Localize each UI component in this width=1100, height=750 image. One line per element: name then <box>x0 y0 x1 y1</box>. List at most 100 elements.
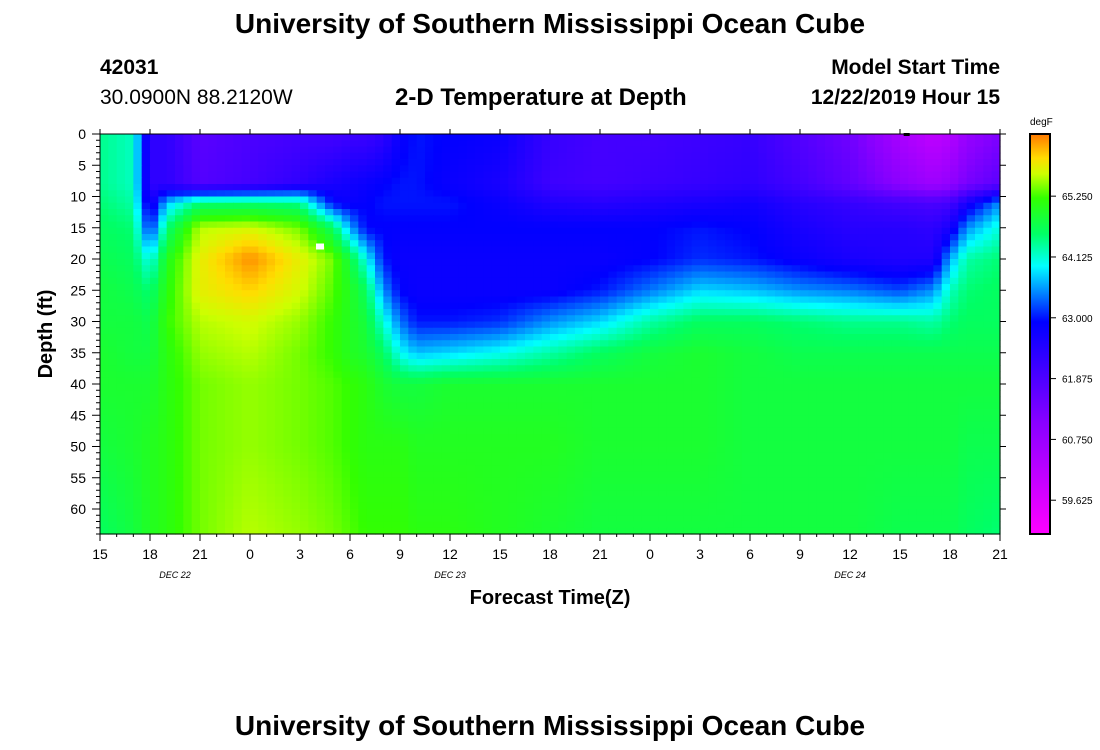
heatmap-cell <box>416 371 426 379</box>
heatmap-cell <box>675 365 684 373</box>
heatmap-cell <box>675 390 684 398</box>
heatmap-cell <box>708 396 718 404</box>
heatmap-cell <box>833 321 843 329</box>
heatmap-cell <box>783 152 793 160</box>
heatmap-cell <box>416 134 426 141</box>
heatmap-cell <box>950 346 959 354</box>
heatmap-cell <box>800 190 809 198</box>
heatmap-cell <box>758 396 768 404</box>
heatmap-cell <box>933 321 943 329</box>
heatmap-cell <box>833 271 843 279</box>
heatmap-cell <box>200 290 209 298</box>
heatmap-cell <box>291 240 301 248</box>
heatmap-cell <box>191 159 201 166</box>
heatmap-cell <box>958 384 968 391</box>
heatmap-cell <box>625 334 634 341</box>
heatmap-cell <box>333 327 343 335</box>
heatmap-cell <box>450 365 459 373</box>
heatmap-cell <box>308 259 318 266</box>
heatmap-cell <box>541 259 551 266</box>
heatmap-cell <box>866 284 876 291</box>
heatmap-cell <box>641 140 651 148</box>
heatmap-cell <box>866 390 876 398</box>
heatmap-cell <box>750 140 759 148</box>
heatmap-cell <box>600 340 609 348</box>
heatmap-cell <box>558 234 568 241</box>
heatmap-cell <box>308 146 318 154</box>
heatmap-cell <box>825 402 834 410</box>
heatmap-cell <box>550 159 559 166</box>
heatmap-cell <box>941 352 951 360</box>
heatmap-cell <box>750 209 759 216</box>
heatmap-cell <box>400 196 409 204</box>
heatmap-cell <box>475 221 484 229</box>
heatmap-cell <box>483 321 493 329</box>
heatmap-cell <box>541 334 551 341</box>
heatmap-cell <box>825 334 834 341</box>
heatmap-cell <box>150 209 159 216</box>
heatmap-cell <box>141 415 151 423</box>
heatmap-cell <box>241 259 251 266</box>
heatmap-cell <box>241 227 251 235</box>
heatmap-cell <box>850 371 859 379</box>
heatmap-cell <box>225 209 234 216</box>
heatmap-cell <box>158 171 168 179</box>
heatmap-cell <box>558 140 568 148</box>
heatmap-cell <box>508 227 518 235</box>
heatmap-cell <box>200 215 209 223</box>
heatmap-cell <box>550 177 559 185</box>
heatmap-cell <box>975 377 984 385</box>
heatmap-cell <box>141 190 151 198</box>
heatmap-cell <box>308 384 318 391</box>
heatmap-cell <box>525 190 534 198</box>
heatmap-cell <box>916 177 926 185</box>
heatmap-cell <box>750 221 759 229</box>
heatmap-cell <box>291 302 301 310</box>
heatmap-cell <box>641 271 651 279</box>
heatmap-cell <box>783 371 793 379</box>
heatmap-cell <box>916 359 926 366</box>
heatmap-cell <box>708 152 718 160</box>
heatmap-cell <box>675 146 684 154</box>
heatmap-cell <box>525 284 534 291</box>
heatmap-cell <box>891 202 901 210</box>
heatmap-cell <box>183 259 193 266</box>
heatmap-cell <box>791 277 801 285</box>
heatmap-cell <box>525 240 534 248</box>
heatmap-cell <box>100 215 109 223</box>
heatmap-cell <box>908 265 918 273</box>
heatmap-cell <box>233 209 243 216</box>
heatmap-cell <box>475 209 484 216</box>
heatmap-cell <box>900 409 909 416</box>
heatmap-cell <box>200 409 209 416</box>
heatmap-cell <box>983 196 993 204</box>
heatmap-cell <box>875 177 884 185</box>
heatmap-cell <box>533 152 543 160</box>
heatmap-cell <box>125 146 134 154</box>
heatmap-cell <box>283 165 293 173</box>
heatmap-cell <box>441 221 451 229</box>
heatmap-cell <box>758 296 768 304</box>
heatmap-cell <box>316 346 326 354</box>
heatmap-cell <box>691 327 701 335</box>
heatmap-cell <box>408 346 418 354</box>
heatmap-cell <box>350 265 359 273</box>
heatmap-cell <box>125 284 134 291</box>
heatmap-cell <box>400 321 409 329</box>
heatmap-cell <box>641 240 651 248</box>
heatmap-cell <box>158 252 168 260</box>
heatmap-cell <box>350 346 359 354</box>
heatmap-cell <box>233 277 243 285</box>
heatmap-cell <box>366 321 376 329</box>
heatmap-cell <box>583 165 593 173</box>
heatmap-cell <box>508 246 518 254</box>
heatmap-cell <box>708 184 718 191</box>
heatmap-cell <box>900 396 909 404</box>
heatmap-cell <box>250 171 259 179</box>
heatmap-cell <box>616 146 626 154</box>
heatmap-cell <box>400 327 409 335</box>
heatmap-cell <box>516 240 526 248</box>
heatmap-cell <box>583 396 593 404</box>
heatmap-cell <box>691 240 701 248</box>
heatmap-cell <box>666 365 676 373</box>
